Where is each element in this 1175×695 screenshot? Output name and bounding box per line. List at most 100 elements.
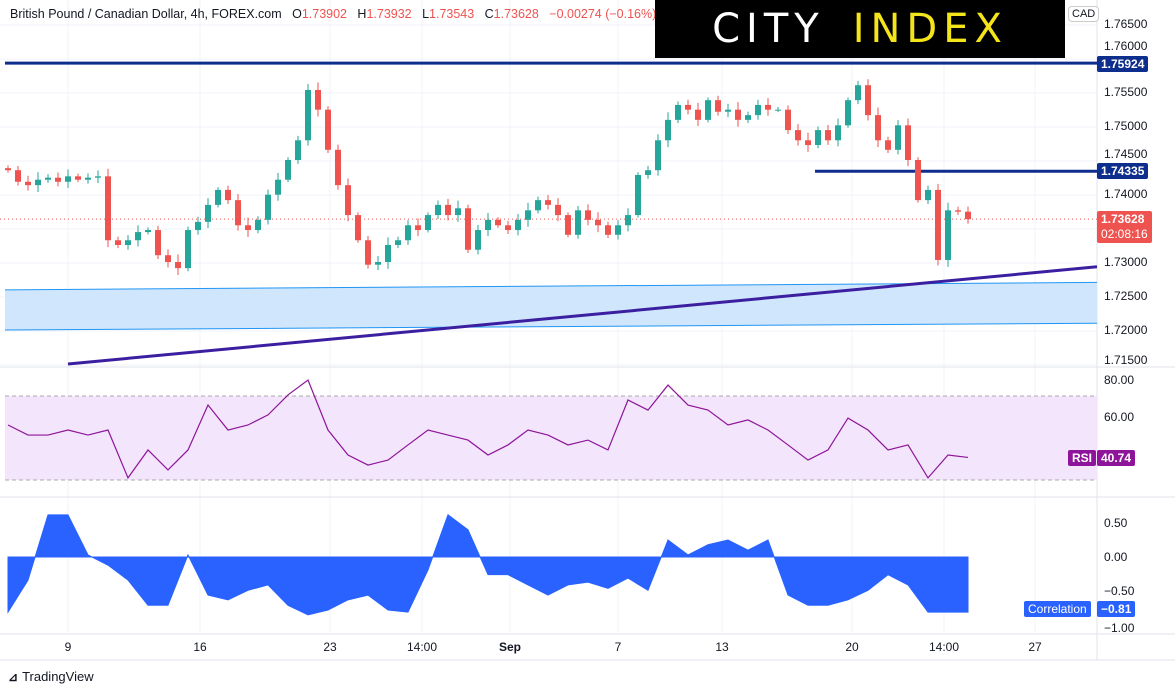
candle-body xyxy=(85,177,91,180)
candle-body xyxy=(875,115,881,141)
candle-body xyxy=(295,140,301,160)
candle-body xyxy=(305,89,311,141)
time-tick-label: 14:00 xyxy=(929,640,959,654)
rsi-line xyxy=(7,379,969,480)
open-value: 1.73902 xyxy=(301,7,347,21)
price-tick-label: 1.75500 xyxy=(1104,85,1148,99)
correlation-tick-label: −1.00 xyxy=(1104,621,1135,635)
price-tick-label: 1.74000 xyxy=(1104,187,1148,201)
candle-body xyxy=(45,177,51,180)
candle-body xyxy=(395,240,401,245)
candle-body xyxy=(35,179,41,186)
candle-body xyxy=(655,140,661,171)
candle-body xyxy=(685,104,691,110)
candle-body xyxy=(175,262,181,269)
price-tick-label: 1.72500 xyxy=(1104,289,1148,303)
candle-body xyxy=(885,140,891,150)
candle-body xyxy=(415,225,421,231)
price-tick-label: 1.74500 xyxy=(1104,147,1148,161)
price-tick-label: 1.73000 xyxy=(1104,255,1148,269)
currency-button[interactable]: CAD xyxy=(1068,6,1100,22)
candle-body xyxy=(435,204,441,216)
candle-body xyxy=(255,219,261,231)
open-label: O xyxy=(292,7,302,21)
candle-body xyxy=(375,262,381,265)
candle-body xyxy=(505,225,511,231)
tradingview-logo[interactable]: ⊿ TradingView xyxy=(8,669,94,684)
candle-body xyxy=(585,210,591,220)
tradingview-brand: TradingView xyxy=(22,669,94,684)
candle-body xyxy=(265,194,271,220)
candle-body xyxy=(635,174,641,216)
candle-body xyxy=(125,240,131,245)
high-label: H xyxy=(357,7,367,21)
candle-body xyxy=(925,189,931,201)
candle-body xyxy=(765,104,771,110)
candle-body xyxy=(555,204,561,216)
candle-body xyxy=(55,177,61,182)
candle-body xyxy=(225,189,231,201)
candle-body xyxy=(715,100,721,112)
candle-body xyxy=(645,170,651,175)
price-tick-label: 1.76000 xyxy=(1104,39,1148,53)
candle-body xyxy=(815,130,821,146)
candle-body xyxy=(535,200,541,211)
resistance-level-tag: 1.75924 xyxy=(1097,56,1149,72)
candle-body xyxy=(545,200,551,205)
change-value: −0.00274 (−0.16%) xyxy=(549,7,657,21)
candle-body xyxy=(165,255,171,262)
candle-body xyxy=(195,221,201,231)
candle-body xyxy=(665,119,671,141)
candle-body xyxy=(65,176,71,182)
candle-body xyxy=(95,176,101,178)
candle-body xyxy=(855,85,861,101)
candle-body xyxy=(525,210,531,220)
candle-body xyxy=(565,215,571,235)
symbol-title: British Pound / Canadian Dollar, 4h, FOR… xyxy=(10,7,282,21)
price-tick-label: 1.71500 xyxy=(1104,353,1148,367)
candle-body xyxy=(155,230,161,256)
candle-body xyxy=(605,225,611,235)
candle-body xyxy=(485,219,491,231)
candle-body xyxy=(895,125,901,150)
candle-body xyxy=(955,210,961,212)
candle-body xyxy=(945,210,951,260)
candle-body xyxy=(905,125,911,160)
tradingview-icon: ⊿ xyxy=(8,669,19,684)
last-price-tag: 1.73628 02:08:16 xyxy=(1097,211,1152,243)
high-value: 1.73932 xyxy=(366,7,412,21)
demand-zone xyxy=(5,282,1097,330)
candle-body xyxy=(965,211,971,220)
candle-body xyxy=(325,109,331,150)
candle-body xyxy=(515,219,521,231)
candle-body xyxy=(385,245,391,262)
candle-body xyxy=(25,181,31,186)
candle-body xyxy=(345,185,351,216)
candle-body xyxy=(695,109,701,120)
candle-body xyxy=(705,100,711,120)
candle-body xyxy=(575,210,581,235)
candle-body xyxy=(275,179,281,195)
trendline xyxy=(67,265,1098,366)
candle-body xyxy=(475,230,481,250)
low-label: L xyxy=(422,7,430,21)
low-value: 1.73543 xyxy=(429,7,475,21)
correlation-label-tag: Correlation xyxy=(1024,601,1091,617)
candle-body xyxy=(235,200,241,226)
candle-body xyxy=(405,225,411,241)
candle-body xyxy=(135,232,141,241)
candle-body xyxy=(315,89,321,110)
logo-word-city: CITY xyxy=(712,6,825,52)
candle-body xyxy=(365,240,371,265)
candle-body xyxy=(615,225,621,235)
candle-body xyxy=(795,130,801,141)
candle-body xyxy=(425,215,431,231)
candle-body xyxy=(935,189,941,260)
candle-body xyxy=(865,85,871,116)
symbol-legend: British Pound / Canadian Dollar, 4h, FOR… xyxy=(10,7,656,21)
city-index-logo: CITY INDEX xyxy=(655,0,1065,58)
correlation-tick-label: 0.50 xyxy=(1104,516,1128,530)
time-tick-label: 20 xyxy=(845,640,859,654)
